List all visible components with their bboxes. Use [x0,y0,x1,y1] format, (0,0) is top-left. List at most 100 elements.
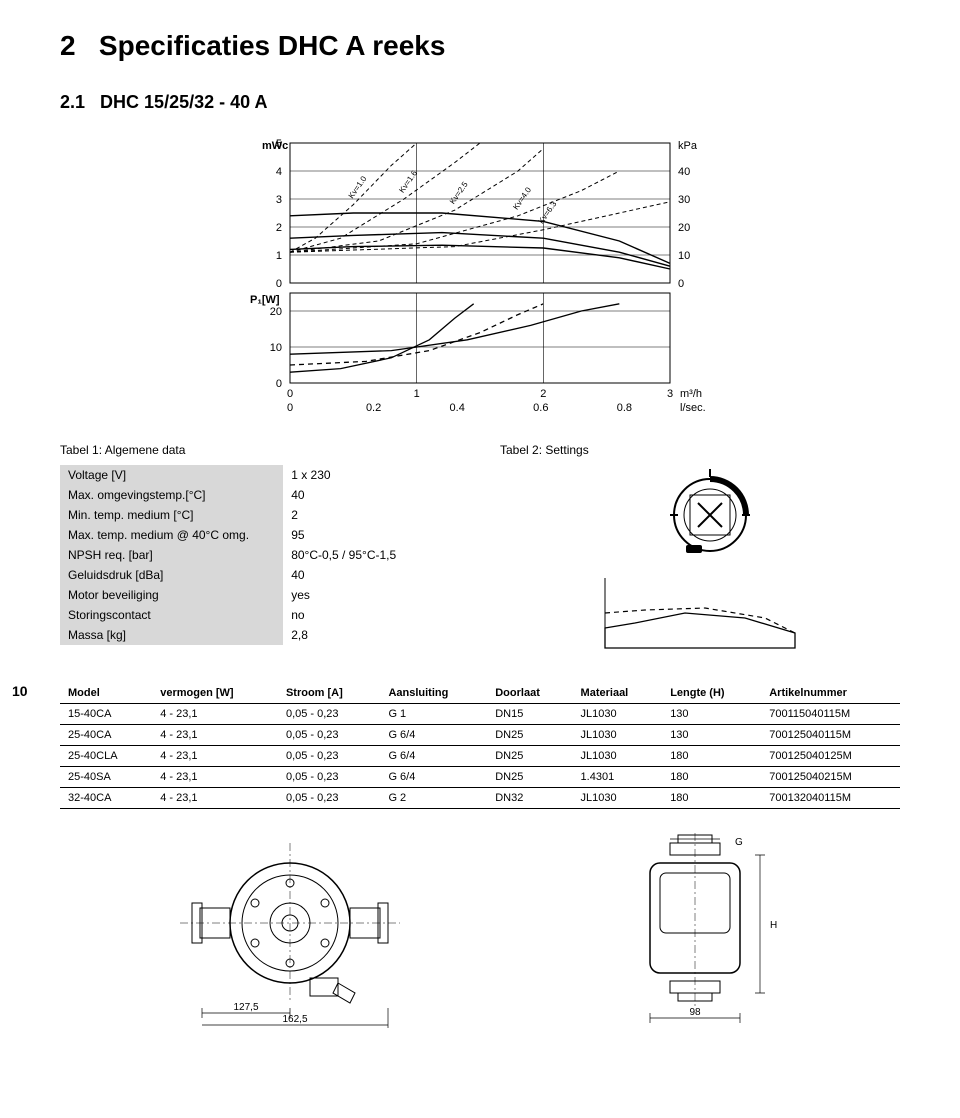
table-cell: 4 - 23,1 [152,704,278,725]
table-row: 32-40CA4 - 23,10,05 - 0,23G 2DN32JL10301… [60,788,900,809]
table-row: Max. temp. medium @ 40°C omg.95 [60,525,420,545]
column-header: Materiaal [573,683,663,704]
svg-text:0: 0 [287,402,293,413]
table-cell: 0,05 - 0,23 [278,788,380,809]
table-cell: Motor beveiliging [60,585,283,605]
pump-side-drawing: G H 98 [600,833,820,1033]
table-cell: DN15 [487,704,572,725]
svg-text:3: 3 [667,388,673,400]
table-row: 25-40CA4 - 23,10,05 - 0,23G 6/4DN25JL103… [60,725,900,746]
table-row: Voltage [V]1 x 230 [60,465,420,485]
table-row: Geluidsdruk [dBa]40 [60,565,420,585]
table-cell: 0,05 - 0,23 [278,767,380,788]
page-title: 2 Specificaties DHC A reeks [60,30,900,62]
settings-mini-chart [600,573,800,653]
table-cell: 700125040215M [761,767,900,788]
general-data-table: Voltage [V]1 x 230Max. omgevingstemp.[°C… [60,465,420,645]
table-cell: 0,05 - 0,23 [278,704,380,725]
table2-col: Tabel 2: Settings [500,443,900,653]
column-header: Model [60,683,152,704]
table-cell: yes [283,585,420,605]
settings-dial-icon [640,465,760,565]
table-cell: 40 [283,565,420,585]
dim-a: 127,5 [233,1002,258,1013]
tables-row: Tabel 1: Algemene data Voltage [V]1 x 23… [60,443,900,653]
column-header: Artikelnummer [761,683,900,704]
svg-text:Kv=2.5: Kv=2.5 [448,180,470,206]
performance-chart: 012345010203040mWckPaKv=1.0Kv=1.6Kv=2.5K… [220,133,740,413]
table1-caption: Tabel 1: Algemene data [60,443,420,457]
table-cell: 95 [283,525,420,545]
table-cell: 2 [283,505,420,525]
table-row: NPSH req. [bar]80°C-0,5 / 95°C-1,5 [60,545,420,565]
table-cell: no [283,605,420,625]
table-cell: 15-40CA [60,704,152,725]
table-cell: Max. temp. medium @ 40°C omg. [60,525,283,545]
svg-text:m³/h: m³/h [680,388,702,400]
svg-text:Kv=4.0: Kv=4.0 [511,185,533,211]
svg-text:0.8: 0.8 [617,402,632,413]
label-h: H [770,920,777,931]
column-header: Stroom [A] [278,683,380,704]
table-row: Min. temp. medium [°C]2 [60,505,420,525]
table-cell: DN32 [487,788,572,809]
column-header: Lengte (H) [662,683,761,704]
svg-text:kPa: kPa [678,140,698,152]
table-cell: Geluidsdruk [dBa] [60,565,283,585]
table-cell: 180 [662,767,761,788]
table-cell: 4 - 23,1 [152,725,278,746]
dim-b: 162,5 [282,1014,307,1025]
table-cell: Massa [kg] [60,625,283,645]
model-table-wrap: 10 Modelvermogen [W]Stroom [A]Aansluitin… [60,683,900,809]
page-side-number: 10 [12,683,28,699]
table-cell: Min. temp. medium [°C] [60,505,283,525]
table-cell: 130 [662,725,761,746]
table-cell: Max. omgevingstemp.[°C] [60,485,283,505]
table-row: Massa [kg]2,8 [60,625,420,645]
table-cell: 40 [283,485,420,505]
svg-text:0.6: 0.6 [533,402,548,413]
drawings-row: 127,5 162,5 G H 98 [60,833,900,1033]
table-cell: 80°C-0,5 / 95°C-1,5 [283,545,420,565]
model-table: Modelvermogen [W]Stroom [A]AansluitingDo… [60,683,900,809]
table-cell: 1 x 230 [283,465,420,485]
chart-svg: 012345010203040mWckPaKv=1.0Kv=1.6Kv=2.5K… [220,133,740,413]
table-cell: 180 [662,788,761,809]
table-row: Storingscontactno [60,605,420,625]
title-text: Specificaties DHC A reeks [99,30,446,61]
table-cell: DN25 [487,746,572,767]
section-num: 2.1 [60,92,85,112]
svg-text:2: 2 [276,222,282,234]
column-header: Doorlaat [487,683,572,704]
column-header: vermogen [W] [152,683,278,704]
table-cell: Storingscontact [60,605,283,625]
svg-text:1: 1 [414,388,420,400]
svg-text:3: 3 [276,194,282,206]
table-row: Max. omgevingstemp.[°C]40 [60,485,420,505]
table-row: 25-40CLA4 - 23,10,05 - 0,23G 6/4DN25JL10… [60,746,900,767]
table-cell: G 6/4 [380,746,487,767]
table-cell: G 6/4 [380,725,487,746]
pump-front-drawing: 127,5 162,5 [140,833,440,1033]
table-cell: 4 - 23,1 [152,767,278,788]
title-num: 2 [60,30,76,61]
svg-text:P₁[W]: P₁[W] [250,294,280,306]
table-cell: 700125040125M [761,746,900,767]
column-header: Aansluiting [380,683,487,704]
table-cell: JL1030 [573,746,663,767]
table-cell: JL1030 [573,788,663,809]
label-g: G [735,837,743,848]
svg-text:0.4: 0.4 [450,402,465,413]
dim-c: 98 [689,1007,701,1018]
table-cell: Voltage [V] [60,465,283,485]
table1-col: Tabel 1: Algemene data Voltage [V]1 x 23… [60,443,420,645]
table-cell: 180 [662,746,761,767]
section-text: DHC 15/25/32 - 40 A [100,92,267,112]
svg-text:Kv=1.0: Kv=1.0 [347,174,369,200]
svg-text:0: 0 [678,278,684,290]
table-cell: 25-40CA [60,725,152,746]
svg-text:0: 0 [276,278,282,290]
table-row: Motor beveiligingyes [60,585,420,605]
table-cell: 25-40SA [60,767,152,788]
table-cell: DN25 [487,725,572,746]
